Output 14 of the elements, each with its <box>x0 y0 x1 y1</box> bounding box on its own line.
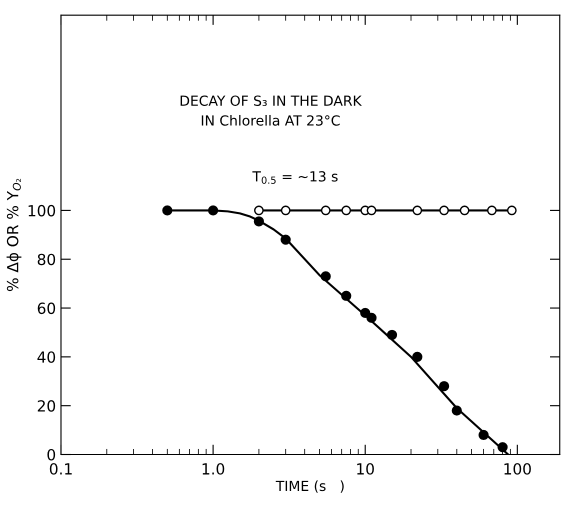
y-tick-label: 20 <box>38 400 56 412</box>
x-tick-label: 0.1 <box>50 463 72 475</box>
x-tick-label: 10 <box>357 463 374 475</box>
y-axis-title: % Δϕ OR % Y$_{O₂}$ <box>6 178 22 292</box>
x-axis-title: TIME (s ) <box>276 480 344 493</box>
annotation: T$_{0.5}$ = ~13 s <box>252 171 338 184</box>
y-tick-label: 0 <box>47 448 56 461</box>
x-tick-label: 1.0 <box>202 463 224 475</box>
y-tick-label: 60 <box>38 302 56 314</box>
x-tick-label: 100 <box>504 463 531 475</box>
y-tick-label: 100 <box>28 204 56 216</box>
y-tick-label: 80 <box>38 254 56 266</box>
y-tick-label: 40 <box>37 351 56 363</box>
annotation: DECAY OF S₃ IN THE DARK IN Chlorella AT 23°C <box>180 95 362 126</box>
